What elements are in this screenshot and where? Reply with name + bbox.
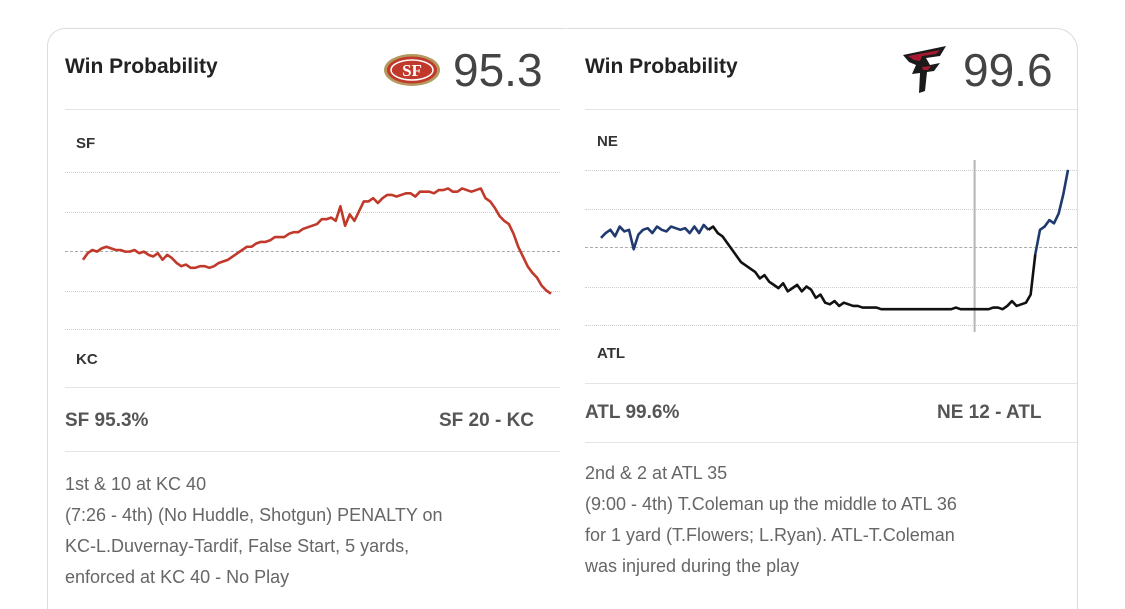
gridline — [585, 170, 1077, 171]
sf-logo-letters: SF — [402, 61, 422, 80]
divider — [585, 109, 1077, 110]
win-probability-card-sf-kc: Win Probability SF 95.3 SF KC SF 95.3% S… — [47, 28, 566, 609]
divider — [585, 383, 1077, 384]
play-description-line: (7:26 - 4th) (No Huddle, Shotgun) PENALT… — [65, 505, 443, 525]
gridline — [65, 172, 560, 173]
sf-49ers-logo-icon: SF — [384, 54, 440, 86]
probability-line-segment — [707, 225, 1037, 311]
axis-label-bottom: ATL — [597, 345, 626, 362]
probability-line-segment — [600, 223, 710, 251]
big-win-probability: 99.6 — [963, 44, 1053, 96]
card-title: Win Probability — [65, 55, 218, 78]
divider — [65, 451, 560, 452]
gridline-midpoint — [585, 247, 1077, 248]
score-text: NE 12 - ATL — [937, 402, 1042, 423]
gridline — [585, 287, 1077, 288]
gridline — [65, 329, 560, 330]
play-description-line: (9:00 - 4th) T.Coleman up the middle to … — [585, 494, 957, 514]
team-probability-text: SF 95.3% — [65, 410, 149, 431]
team-probability-text: ATL 99.6% — [585, 402, 680, 423]
gridline — [585, 209, 1077, 210]
play-description-line: KC-L.Duvernay-Tardif, False Start, 5 yar… — [65, 536, 410, 556]
play-description-line: 2nd & 2 at ATL 35 — [585, 463, 728, 483]
gridline — [65, 212, 560, 213]
axis-label-top: NE — [597, 133, 618, 150]
axis-label-top: SF — [76, 135, 96, 152]
card-title: Win Probability — [585, 55, 738, 78]
score-text: SF 20 - KC — [439, 410, 535, 431]
play-description-line: for 1 yard (T.Flowers; L.Ryan). ATL-T.Co… — [585, 525, 955, 545]
probability-line-segment — [1034, 169, 1070, 255]
divider — [585, 442, 1077, 443]
play-description-line: enforced at KC 40 - No Play — [65, 567, 290, 587]
axis-label-bottom: KC — [76, 351, 98, 368]
gridline-midpoint — [65, 251, 560, 252]
win-probability-chart — [81, 187, 552, 295]
atl-falcons-logo-icon — [903, 46, 946, 93]
win-probability-card-ne-atl: Win Probability 99.6 NE ATL ATL 99.6% NE… — [567, 28, 1078, 609]
gridline — [585, 325, 1077, 326]
play-description-line: was injured during the play — [585, 556, 800, 576]
play-description-line: 1st & 10 at KC 40 — [65, 474, 207, 494]
win-probability-chart — [600, 160, 1070, 332]
big-win-probability: 95.3 — [453, 44, 543, 96]
divider — [65, 109, 560, 110]
divider — [65, 387, 560, 388]
gridline — [65, 291, 560, 292]
probability-line-segment — [81, 187, 552, 295]
